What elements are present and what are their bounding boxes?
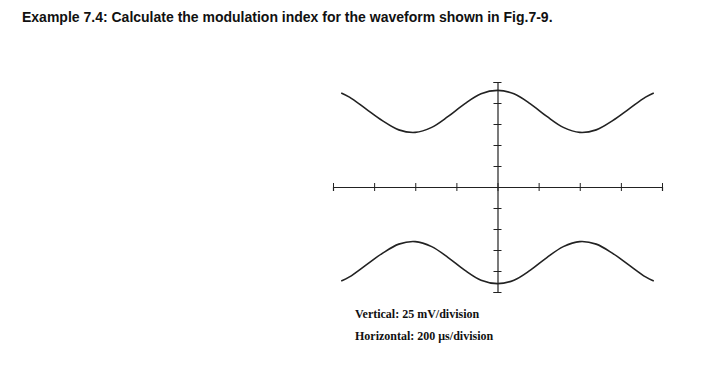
y-axis: [494, 83, 502, 293]
x-tick: [333, 183, 334, 191]
plot-area: [341, 90, 654, 283]
annotation: Horizontal: 200 μs/division: [355, 329, 493, 343]
y-tick-mark: [494, 271, 502, 272]
y-tick-mark: [494, 208, 502, 209]
x-tick: [580, 183, 581, 191]
y-tick: [494, 124, 502, 125]
y-tick-mark: [494, 103, 502, 104]
x-tick-mark: [374, 183, 375, 191]
y-tick: [494, 229, 502, 230]
y-tick-mark: [494, 145, 502, 146]
x-tick: [539, 183, 540, 191]
y-tick: [494, 292, 502, 293]
y-tick: [494, 250, 502, 251]
x-tick-mark: [662, 183, 663, 191]
x-tick-mark: [333, 183, 334, 191]
annotation: Vertical: 25 mV/division: [355, 307, 480, 321]
x-tick: [415, 183, 416, 191]
y-tick: [494, 208, 502, 209]
y-tick-mark: [494, 82, 502, 83]
y-tick: [494, 82, 502, 83]
y-tick: [494, 187, 502, 188]
y-tick-mark: [494, 229, 502, 230]
x-tick: [374, 183, 375, 191]
envelope-line: [341, 242, 654, 284]
y-tick-mark: [494, 166, 502, 167]
x-tick-mark: [539, 183, 540, 191]
envelope-line: [341, 90, 654, 132]
x-tick: [662, 183, 663, 191]
x-tick-mark: [456, 183, 457, 191]
y-tick-mark: [494, 124, 502, 125]
y-tick: [494, 103, 502, 104]
figure: Example 7.4: Calculate the modulation in…: [0, 0, 720, 384]
y-tick: [494, 145, 502, 146]
y-tick-mark: [494, 292, 502, 293]
x-tick: [456, 183, 457, 191]
y-tick: [494, 166, 502, 167]
title: Example 7.4: Calculate the modulation in…: [22, 9, 553, 25]
y-tick: [494, 271, 502, 272]
x-tick: [621, 183, 622, 191]
x-tick-mark: [415, 183, 416, 191]
x-tick-mark: [580, 183, 581, 191]
x-tick-mark: [621, 183, 622, 191]
y-tick-mark: [494, 250, 502, 251]
y-tick-mark: [494, 187, 502, 188]
